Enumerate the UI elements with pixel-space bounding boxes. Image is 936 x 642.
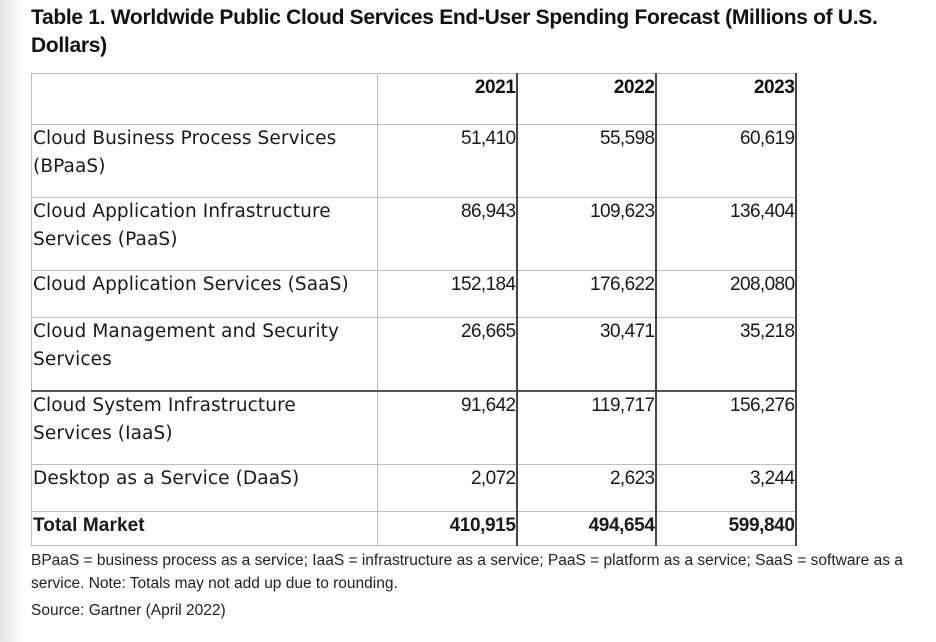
value-2022: 55,598: [516, 124, 657, 198]
value-2022: 2,623: [516, 464, 657, 512]
header-2022: 2022: [516, 73, 657, 125]
row-label: Cloud Application Services (SaaS): [31, 270, 378, 318]
value-2021: 152,184: [377, 270, 518, 318]
header-2021: 2021: [377, 73, 518, 125]
document-content: Table 1. Worldwide Public Cloud Services…: [31, 4, 931, 622]
row-label: Desktop as a Service (DaaS): [31, 464, 378, 512]
row-label: Cloud Business Process Services (BPaaS): [31, 124, 378, 198]
value-2023: 156,276: [655, 390, 797, 465]
spending-forecast-table: 2021 2022 2023 Cloud Business Process Se…: [31, 73, 797, 546]
value-2021: 91,642: [377, 390, 518, 465]
value-2022: 176,622: [516, 270, 657, 318]
row-label: Cloud Management and Security Services: [31, 317, 378, 392]
source-citation: Source: Gartner (April 2022): [31, 602, 226, 619]
value-2023: 3,244: [655, 464, 797, 512]
total-label: Total Market: [31, 511, 378, 546]
table-row: Desktop as a Service (DaaS) 2,072 2,623 …: [31, 464, 797, 512]
table-row: Cloud System Infrastructure Services (Ia…: [31, 390, 797, 465]
table-row: Cloud Application Services (SaaS) 152,18…: [31, 270, 797, 318]
table-row: Cloud Management and Security Services 2…: [31, 317, 797, 392]
value-2023: 208,080: [655, 270, 797, 318]
value-2023: 35,218: [655, 317, 797, 392]
total-2023: 599,840: [655, 511, 797, 546]
value-2022: 109,623: [516, 197, 657, 271]
table-row: Cloud Application Infrastructure Service…: [31, 197, 797, 271]
value-2021: 2,072: [377, 464, 518, 512]
value-2021: 26,665: [377, 317, 518, 392]
left-edge-shade: [0, 0, 22, 642]
value-2021: 51,410: [377, 124, 518, 198]
total-row: Total Market 410,915 494,654 599,840: [31, 511, 797, 546]
header-empty: [31, 73, 378, 125]
table-header-row: 2021 2022 2023: [31, 73, 797, 125]
total-2022: 494,654: [516, 511, 657, 546]
value-2023: 136,404: [655, 197, 797, 271]
table-row: Cloud Business Process Services (BPaaS) …: [31, 124, 797, 198]
value-2022: 30,471: [516, 317, 657, 392]
table-title: Table 1. Worldwide Public Cloud Services…: [31, 6, 878, 57]
total-2021: 410,915: [377, 511, 518, 546]
value-2022: 119,717: [516, 390, 657, 465]
table-footnote: BPaaS = business process as a service; I…: [31, 552, 903, 592]
row-label: Cloud Application Infrastructure Service…: [31, 197, 378, 271]
header-2023: 2023: [655, 73, 797, 125]
value-2021: 86,943: [377, 197, 518, 271]
row-label: Cloud System Infrastructure Services (Ia…: [31, 390, 378, 465]
value-2023: 60,619: [655, 124, 797, 198]
